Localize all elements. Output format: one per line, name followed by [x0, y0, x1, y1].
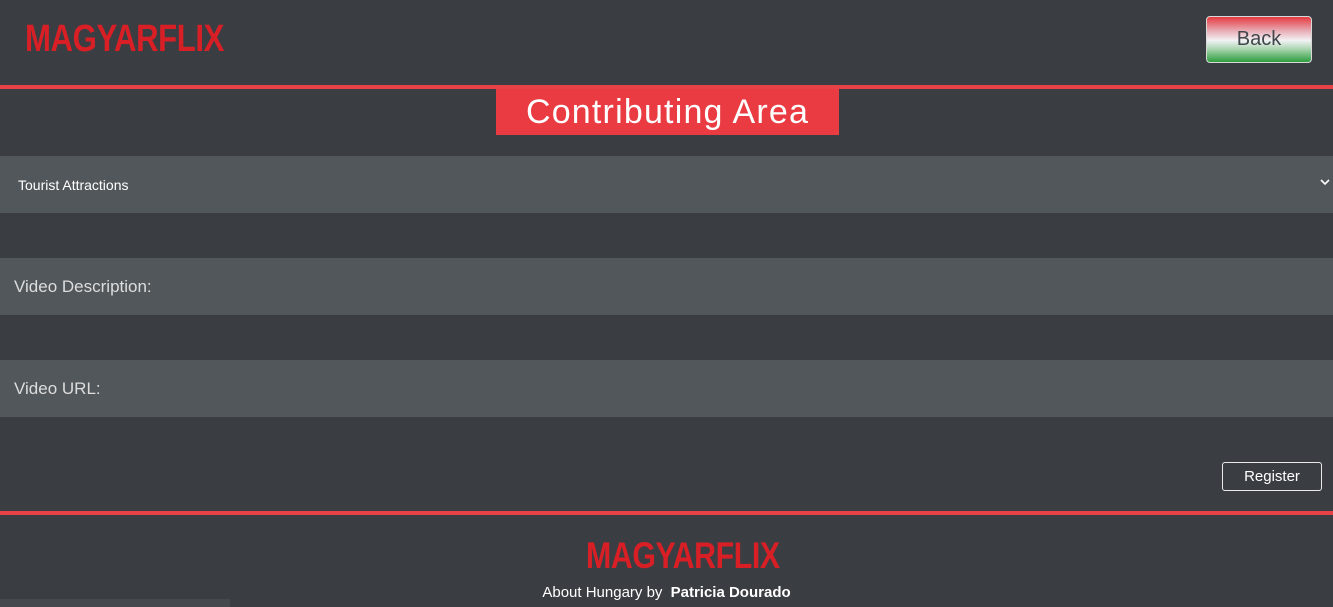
footer-credit: About Hungary by Patricia Dourado — [0, 584, 1333, 601]
header-logo[interactable]: MAGYARFLIX — [25, 18, 225, 60]
chevron-down-icon — [1320, 179, 1330, 186]
category-select[interactable]: Tourist Attractions — [0, 156, 1333, 213]
header: MAGYARFLIX Back — [0, 0, 1333, 85]
footer: MAGYARFLIX About Hungary by Patricia Dou… — [0, 515, 1333, 607]
category-select-value: Tourist Attractions — [18, 177, 129, 193]
page-title: Contributing Area — [496, 89, 839, 135]
video-url-input[interactable] — [0, 360, 1333, 417]
header-divider — [0, 85, 1333, 89]
footer-logo[interactable]: MAGYARFLIX — [586, 535, 780, 576]
browser-status-bar — [0, 599, 230, 607]
footer-divider — [0, 511, 1333, 515]
credit-prefix: About Hungary by — [542, 584, 663, 601]
back-button[interactable]: Back — [1206, 16, 1312, 63]
video-description-input[interactable] — [0, 258, 1333, 315]
register-button[interactable]: Register — [1222, 462, 1322, 491]
credit-author: Patricia Dourado — [670, 584, 791, 601]
